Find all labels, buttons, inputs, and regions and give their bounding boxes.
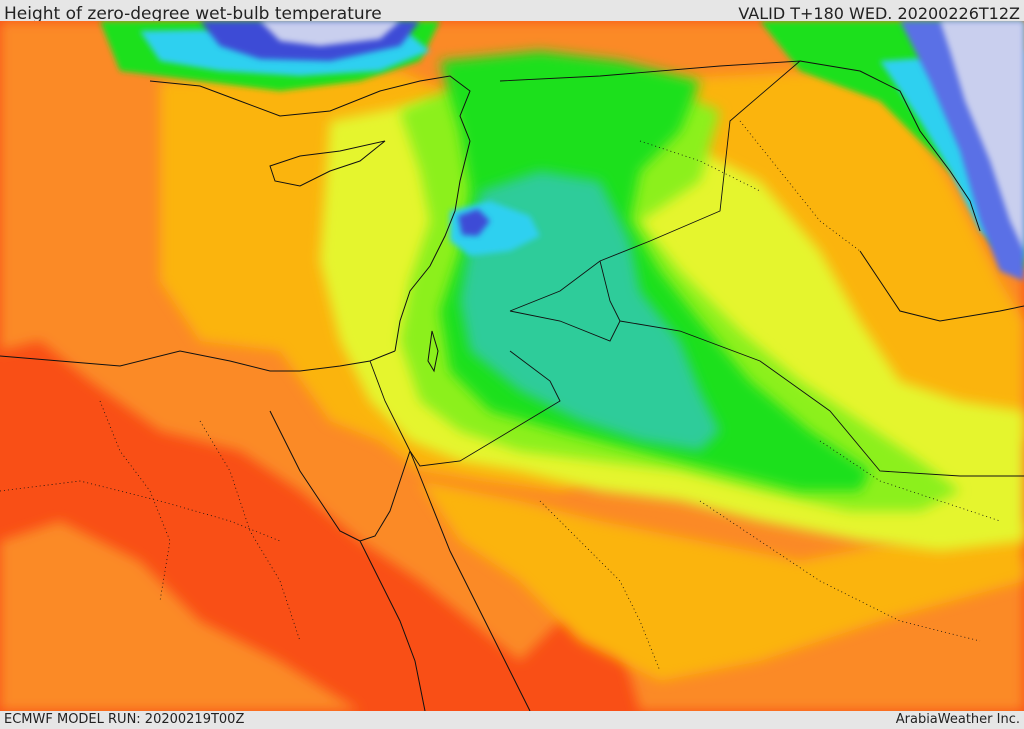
border-syria-iraq <box>499 60 802 312</box>
coastline-gulf-suez <box>269 410 361 542</box>
coastline-egypt <box>0 350 396 372</box>
field-yellow-orange-south <box>420 481 1024 681</box>
coastline-red-sea-east <box>409 450 531 711</box>
header-bar <box>0 0 1024 21</box>
province-line-3 <box>199 420 301 642</box>
map-title: Height of zero-degree wet-bulb temperatu… <box>4 4 382 24</box>
weather-map <box>0 21 1024 711</box>
border-egypt-israel <box>369 360 411 452</box>
credit-label: ArabiaWeather Inc. <box>895 712 1020 727</box>
field-orange-south <box>0 521 360 711</box>
border-jordan-iraq <box>509 310 621 342</box>
border-saudi-iraq <box>619 320 1024 477</box>
field-very-low-north <box>260 21 400 46</box>
borders-layer <box>369 60 1024 477</box>
border-jordan-saudi <box>409 350 561 467</box>
coastline-iran <box>799 60 981 232</box>
province-line-6 <box>739 120 861 252</box>
weather-map-svg <box>0 21 1024 711</box>
footer-bar <box>0 711 1024 729</box>
field-very-low-ne <box>940 21 1024 251</box>
province-lines <box>0 120 1001 672</box>
coastline-gulf <box>859 250 1024 322</box>
coastline-gulf-aqaba <box>359 450 411 542</box>
coastline-turkey <box>149 75 471 142</box>
coastline-cyprus <box>269 140 386 187</box>
model-run-label: ECMWF MODEL RUN: 20200219T00Z <box>4 712 245 727</box>
coastline-dead-sea <box>427 330 439 373</box>
coastline-levant <box>394 140 471 352</box>
border-iraq-jordan-v <box>599 260 621 322</box>
coastline-red-sea-west <box>359 540 426 711</box>
valid-time: VALID T+180 WED. 20200226T12Z <box>738 4 1020 23</box>
field-blue-lebanon <box>458 209 490 236</box>
province-line-8 <box>819 440 1001 522</box>
province-line-5 <box>699 500 981 642</box>
coastline-layer <box>0 60 1024 711</box>
